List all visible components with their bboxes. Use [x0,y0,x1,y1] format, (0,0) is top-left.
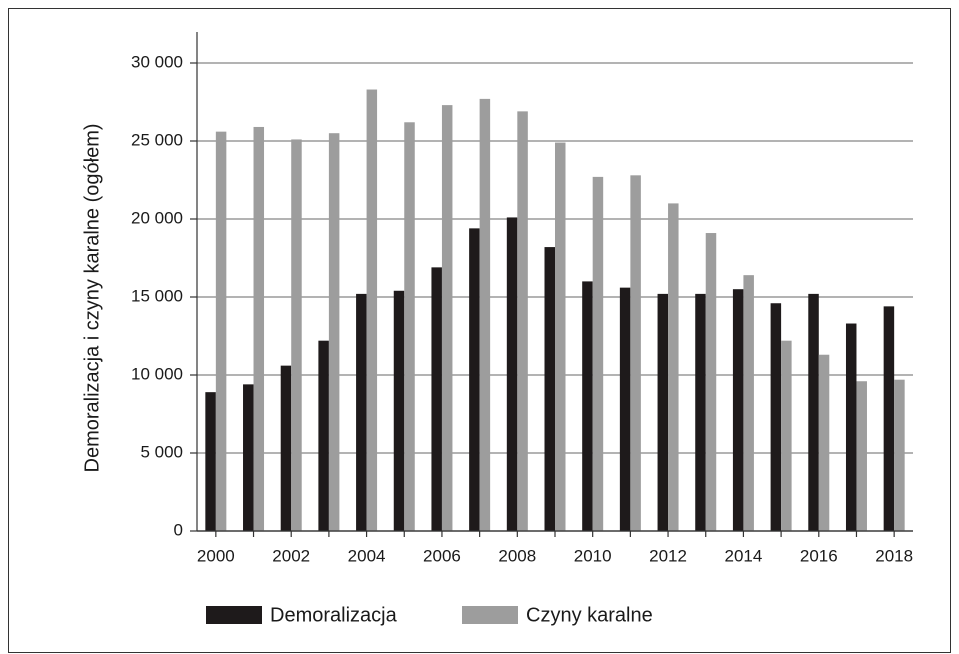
x-tick-label: 2016 [800,546,838,565]
y-tick-label: 25 000 [131,130,183,149]
bar [441,105,453,532]
bar [404,122,415,531]
x-tick-label: 2014 [725,546,763,565]
x-tick-label: 2006 [423,546,461,565]
bar [517,111,528,532]
frame [8,8,951,653]
y-tick-label: 20 000 [131,208,183,227]
bar [630,175,641,531]
bar [479,98,491,531]
bar [818,354,830,531]
legend-swatch [462,606,518,624]
bar [592,176,604,531]
legend-label: Czyny karalne [526,604,653,626]
y-tick-label: 30 000 [131,52,183,71]
bar [215,131,227,531]
bar [544,247,555,531]
bar [770,303,782,531]
bar [582,281,593,531]
bar [781,340,792,531]
bar [808,293,819,531]
bar [845,323,857,531]
y-tick-label: 5 000 [140,442,183,461]
bar [393,290,405,531]
bar [356,293,367,531]
y-axis-title: Demoralizacja i czyny karalne (ogółem) [81,123,103,472]
legend-label: Demoralizacja [270,604,398,626]
bar [291,139,302,531]
y-tick-label: 10 000 [131,364,183,383]
bar [695,293,706,531]
bar [469,228,480,532]
legend-swatch [206,606,262,624]
bar [318,340,329,531]
bar [280,365,292,531]
x-tick-label: 2000 [197,546,235,565]
bar [894,379,905,531]
bar [619,287,631,531]
y-tick-label: 15 000 [131,286,183,305]
bar [366,89,378,532]
x-tick-label: 2018 [875,546,913,565]
bar [657,293,669,531]
x-tick-label: 2008 [498,546,536,565]
bar [732,289,744,531]
bar [328,133,340,531]
x-tick-label: 2012 [649,546,687,565]
bar [243,384,254,531]
bar [431,267,442,531]
bar [743,275,754,531]
y-tick-label: 0 [174,520,183,539]
bar [883,306,895,531]
x-tick-label: 2004 [348,546,386,565]
bar [253,126,265,532]
bar [205,392,216,531]
x-tick-label: 2010 [574,546,612,565]
bar [705,233,717,532]
x-tick-label: 2002 [272,546,310,565]
bar [668,203,679,531]
bar [506,217,518,531]
bar [555,142,566,531]
bar [856,381,867,531]
